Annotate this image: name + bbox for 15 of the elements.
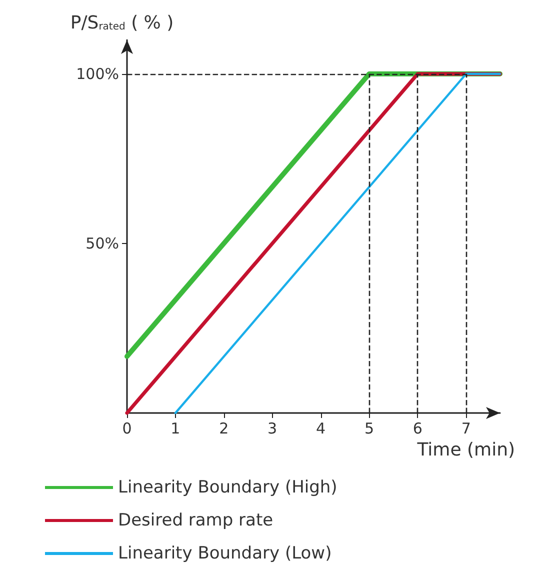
x-tick-label: 7: [461, 420, 471, 438]
x-axis-title: Time (min): [416, 440, 515, 460]
legend-label: Desired ramp rate: [118, 510, 274, 530]
x-tick-label: 5: [364, 420, 374, 438]
x-tick-label: 6: [412, 420, 422, 438]
y-tick-label: 100%: [76, 64, 119, 83]
legend-label: Linearity Boundary (High): [118, 478, 338, 498]
x-tick-label: 4: [316, 420, 326, 438]
legend-label: Linearity Boundary (Low): [118, 544, 332, 564]
x-tick-label: 2: [219, 420, 229, 438]
x-tick-label: 3: [268, 420, 278, 438]
y-axis-title: P/Srated ( % ): [70, 12, 174, 34]
x-tick-label: 0: [122, 420, 132, 438]
y-tick-label: 50%: [86, 234, 119, 252]
x-tick-label: 1: [170, 420, 180, 438]
